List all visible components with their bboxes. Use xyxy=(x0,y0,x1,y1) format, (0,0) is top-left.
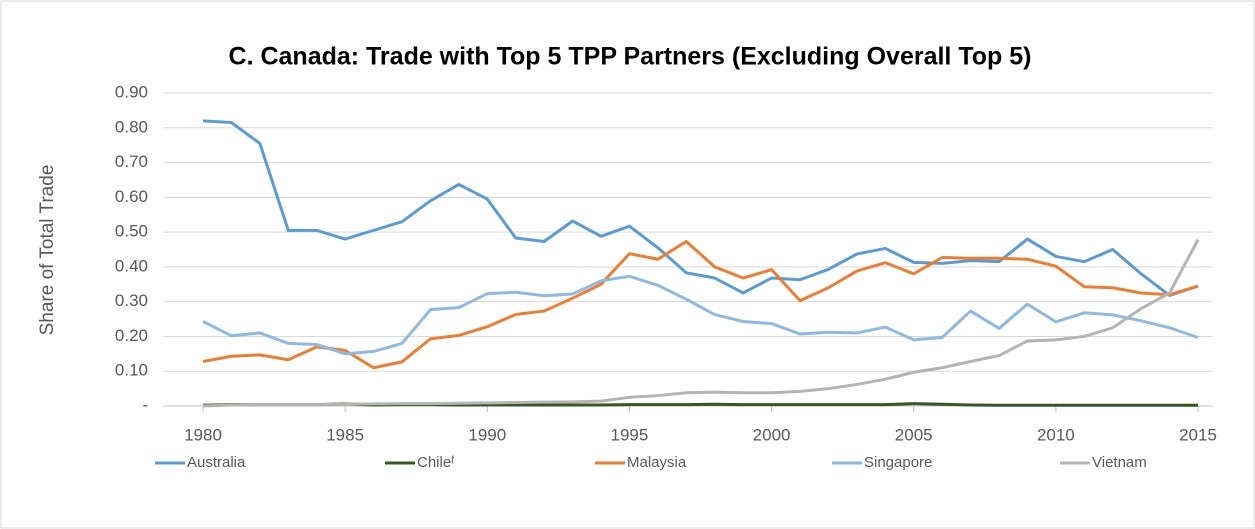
x-tick-label: 1980 xyxy=(184,425,222,444)
x-tick-label: 2000 xyxy=(753,425,791,444)
legend-label: Vietnam xyxy=(1092,454,1147,471)
series-line xyxy=(202,119,1199,297)
x-tick-label: 2005 xyxy=(895,425,933,444)
y-tick-label: 0.10 xyxy=(115,361,148,380)
legend-label: Malaysia xyxy=(627,454,687,471)
x-tick-label: 2015 xyxy=(1179,425,1217,444)
legend-label: Singapore xyxy=(864,454,932,471)
y-tick-label: 0.90 xyxy=(115,82,148,101)
series-line xyxy=(202,274,1199,356)
legend-label: Chileᶠ xyxy=(417,454,455,471)
y-tick-label: 0.60 xyxy=(115,187,148,206)
series-line xyxy=(202,239,1200,408)
x-tick-label: 1990 xyxy=(468,425,506,444)
y-tick-label: 0.80 xyxy=(115,117,148,136)
y-tick-label: 0.30 xyxy=(115,291,148,310)
y-tick-label: 0.40 xyxy=(115,256,148,275)
legend-label: Australia xyxy=(187,454,246,471)
series-line xyxy=(202,240,1199,370)
x-tick-label: 2010 xyxy=(1037,425,1075,444)
y-tick-label: 0.70 xyxy=(115,152,148,171)
y-tick-label: 0.20 xyxy=(115,326,148,345)
y-axis-label: Share of Total Trade xyxy=(37,165,58,336)
chart-title: C. Canada: Trade with Top 5 TPP Partners… xyxy=(229,43,1032,71)
y-tick-label: - xyxy=(142,395,148,414)
x-tick-label: 1985 xyxy=(326,425,364,444)
x-tick-label: 1995 xyxy=(611,425,649,444)
y-tick-label: 0.50 xyxy=(115,222,148,241)
